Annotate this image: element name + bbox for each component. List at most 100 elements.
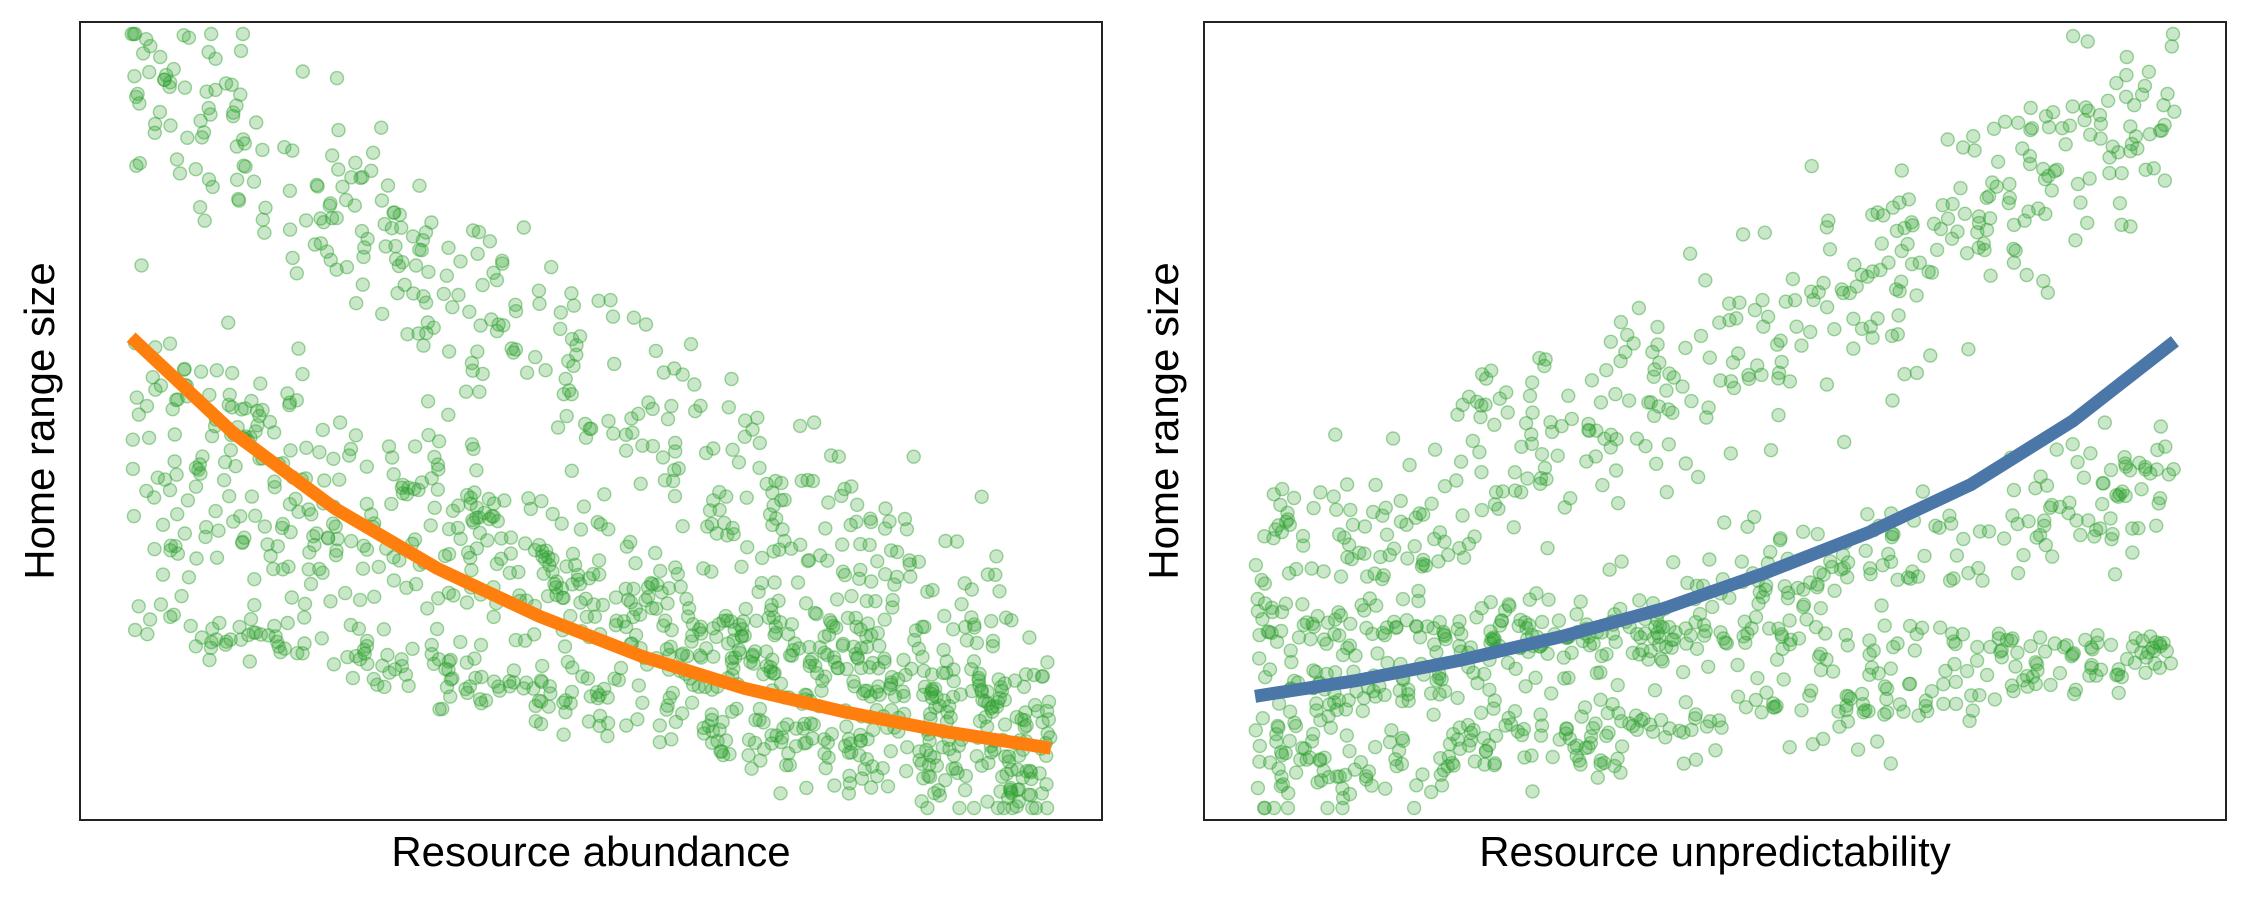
scatter-point [1608,386,1623,402]
scatter-point [1386,614,1402,629]
scatter-point [1583,735,1599,751]
scatter-point [312,445,327,460]
scatter-point [295,366,310,382]
scatter-point [1406,800,1422,816]
scatter-point [1883,756,1899,771]
scatter-point [1625,718,1641,734]
scatter-point [1957,206,1973,222]
scatter-point [188,639,204,654]
scatter-point [724,654,740,670]
scatter-point [1971,240,1987,255]
scatter-point [854,771,870,786]
scatter-point [482,511,497,527]
scatter-point [2006,482,2022,498]
scatter-point [267,480,282,495]
scatter-point [2161,467,2177,482]
scatter-point [1840,555,1856,570]
scatter-point [1019,718,1034,733]
scatter-point [2083,640,2099,655]
scatter-point [1368,598,1384,613]
scatter-point [1379,527,1395,542]
scatter-point [1890,327,1906,342]
scatter-point [1809,580,1825,595]
scatter-point [1409,619,1424,634]
scatter-point [835,537,850,552]
scatter-point [420,315,435,330]
scatter-point [1877,707,1892,722]
scatter-point [126,508,142,524]
scatter-point [1795,524,1811,539]
scatter-point [1418,558,1434,573]
scatter-point [852,571,867,586]
scatter-point [1755,292,1770,308]
scatter-point [1284,654,1299,670]
scatter-point [844,745,859,760]
scatter-point [626,609,641,625]
scatter-point [582,421,597,436]
scatter-point [1890,572,1905,587]
scatter-point [754,550,770,566]
scatter-point [491,317,506,332]
scatter-point [1365,626,1380,642]
scatter-point [528,349,543,365]
scatter-point [883,744,898,759]
scatter-point [494,531,509,546]
scatter-point [746,656,761,671]
scatter-point [1790,580,1806,596]
scatter-point [831,660,846,676]
scatter-point [462,679,478,694]
scatter-point [1437,534,1452,549]
scatter-point [495,253,510,268]
scatter-point [255,212,270,227]
scatter-point [1343,616,1358,631]
scatter-point [704,564,719,579]
scatter-point [377,216,392,232]
scatter-point [1921,264,1936,279]
scatter-point [747,735,763,751]
scatter-point [1437,628,1453,644]
scatter-point [1474,398,1489,413]
scatter-point [2081,103,2096,119]
scatter-point [1543,415,1558,430]
scatter-point [316,214,331,230]
scatter-point [387,205,402,220]
scatter-point [844,479,859,494]
scatter-point [2157,117,2172,133]
scatter-point [2140,645,2156,660]
scatter-point [155,517,171,532]
scatter-point [698,445,714,461]
scatter-point [1889,223,1905,239]
scatter-point [1806,292,1821,308]
x-axis-label: Resource abundance [391,828,790,875]
scatter-point [2158,439,2173,454]
scatter-point [478,693,494,708]
scatter-point [2022,148,2038,164]
scatter-point [441,585,456,601]
scatter-point [834,488,849,504]
scatter-point [489,272,505,288]
scatter-point [843,736,858,751]
scatter-point [1614,714,1629,729]
scatter-point [1832,719,1847,734]
scatter-point [441,662,456,678]
scatter-point [152,49,168,65]
scatter-point [1748,609,1764,625]
scatter-point [1796,582,1811,597]
scatter-point [474,696,489,711]
scatter-point [1608,634,1623,650]
scatter-point [309,526,324,541]
scatter-point [997,692,1012,708]
scatter-point [344,533,359,549]
scatter-point [2070,176,2086,192]
scatter-point [751,584,766,600]
scatter-point [1946,571,1961,586]
scatter-point [1780,591,1796,606]
scatter-point [1532,476,1548,491]
scatter-point [2123,219,2138,234]
scatter-point [1782,740,1797,755]
scatter-point [424,471,439,486]
scatter-point [152,104,168,120]
scatter-point [2094,496,2110,512]
scatter-point [1816,567,1831,582]
scatter-point [765,485,780,500]
